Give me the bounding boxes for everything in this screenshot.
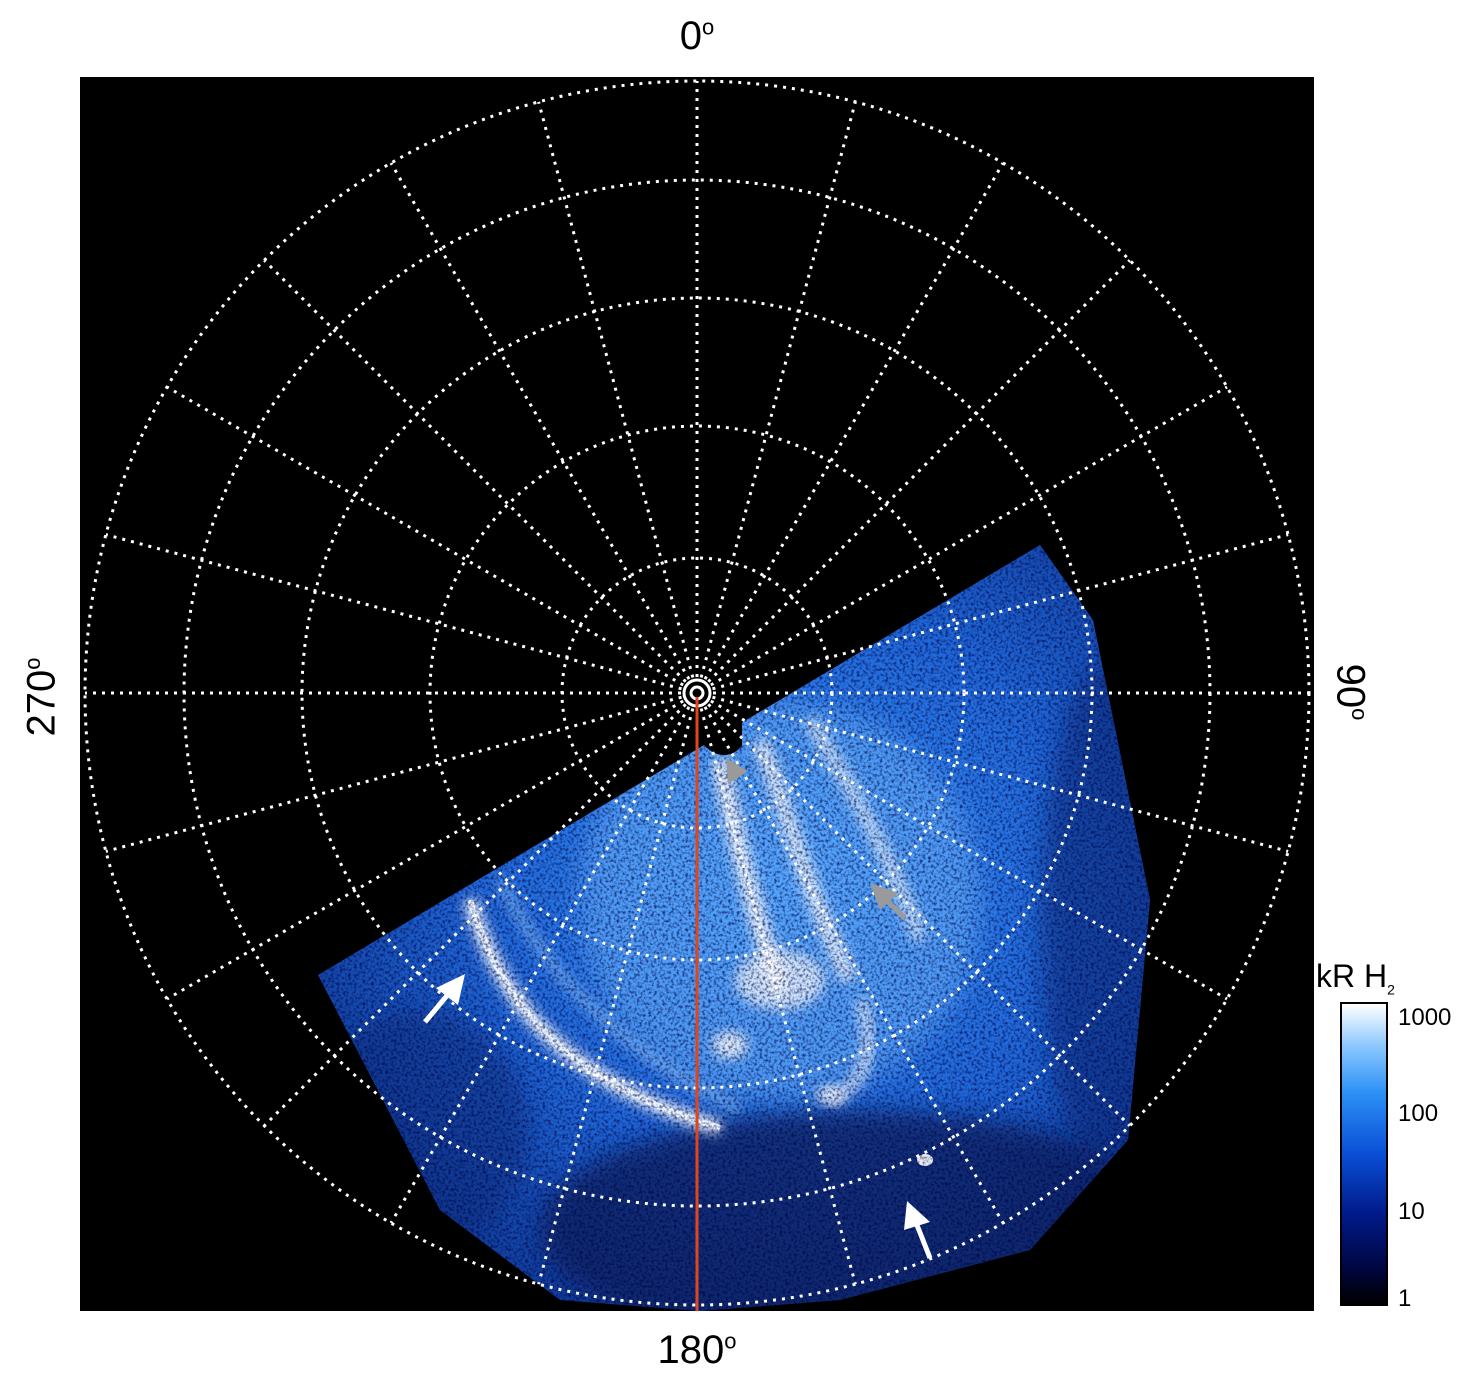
- colorbar-tick-10: 10: [1398, 1198, 1425, 1225]
- meridian-line: [389, 162, 691, 680]
- meridian-line: [707, 703, 1131, 1127]
- colorbar: [1340, 1002, 1388, 1306]
- meridian-line: [710, 385, 1228, 687]
- longitude-grid: [85, 81, 1309, 1305]
- pole-notch: [700, 700, 742, 756]
- white-arrow-left-icon: [423, 974, 465, 1024]
- label-90-degrees: 90o: [1328, 663, 1373, 721]
- meridian-line: [712, 533, 1289, 691]
- meridian-line: [537, 101, 695, 678]
- meridian-line: [389, 706, 691, 1224]
- meridian-line: [699, 708, 857, 1285]
- meridian-line: [166, 385, 684, 687]
- meridian-line: [263, 259, 687, 683]
- meridian-line: [105, 533, 682, 691]
- colorbar-tick-1: 1: [1398, 1285, 1412, 1312]
- colorbar-title: kR H2: [1316, 958, 1395, 998]
- label-270-degrees: 270o: [19, 657, 64, 737]
- label-0-degrees: 0o: [679, 14, 715, 58]
- meridian-line: [707, 259, 1131, 683]
- meridian-line: [710, 699, 1228, 1001]
- meridian-line: [699, 101, 857, 678]
- meridian-line: [703, 706, 1005, 1224]
- meridian-line: [703, 162, 1005, 680]
- meridian-line: [537, 708, 695, 1285]
- label-180-degrees: 180o: [657, 1328, 737, 1372]
- meridian-line: [263, 703, 687, 1127]
- colorbar-tick-100: 100: [1398, 1100, 1439, 1127]
- meridian-line: [712, 695, 1289, 853]
- gray-arrow-right-icon: [870, 883, 907, 920]
- colorbar-tick-1000: 1000: [1398, 1004, 1452, 1031]
- gray-arrow-pole-icon: [726, 758, 748, 784]
- meridian-line: [105, 695, 682, 853]
- meridian-line: [166, 699, 684, 1001]
- white-arrow-bottom-icon: [904, 1201, 933, 1259]
